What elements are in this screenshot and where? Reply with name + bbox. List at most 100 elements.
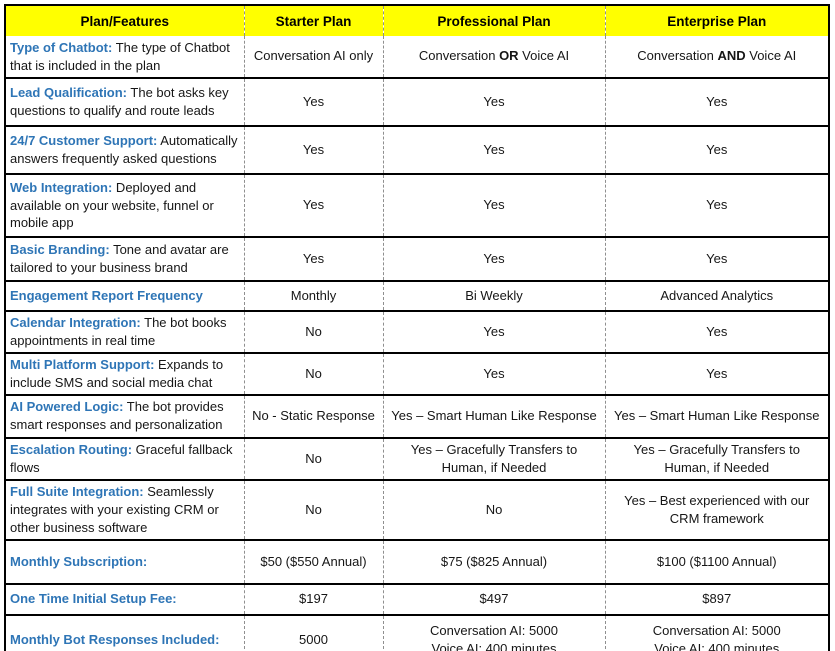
enterprise-value: $897 — [604, 583, 829, 615]
feature-label: Multi Platform Support: — [10, 356, 155, 372]
enterprise-value: Yes — [604, 78, 829, 126]
starter-value: 5000 — [243, 614, 383, 651]
feature-desc: Expands to include SMS and social media … — [10, 356, 224, 390]
professional-value: $75 ($825 Annual) — [382, 539, 605, 584]
enterprise-value: Yes — [604, 237, 829, 281]
feature-label: Monthly Subscription: — [10, 553, 148, 569]
feature-desc: The type of Chatbot that is included in … — [10, 39, 230, 73]
professional-value: Bi Weekly — [382, 281, 605, 311]
plan-comparison-table: Plan/Features Starter Plan Professional … — [4, 4, 830, 651]
feature-label: 24/7 Customer Support: — [10, 133, 158, 149]
header-cell-enterprise: Enterprise Plan — [604, 5, 829, 36]
feature-label: Type of Chatbot: — [10, 39, 113, 55]
header-row: Plan/Features Starter Plan Professional … — [5, 5, 829, 36]
starter-value: Yes — [243, 78, 383, 126]
feature-cell: Escalation Routing: Graceful fallback fl… — [5, 438, 244, 480]
table-row-escalation-routing: Escalation Routing: Graceful fallback fl… — [5, 437, 829, 481]
feature-label: One Time Initial Setup Fee: — [10, 591, 177, 607]
enterprise-value: Yes — [604, 174, 829, 237]
starter-value: Yes — [243, 126, 383, 174]
enterprise-value: Yes – Best experienced with our CRM frame… — [604, 480, 829, 540]
table-row-web-integration: Web Integration: Deployed and available … — [5, 174, 829, 237]
professional-value: Yes — [382, 352, 605, 395]
table-row-monthly-subscription: Monthly Subscription: $50 ($550 Annual) … — [5, 539, 829, 584]
feature-desc: Tone and avatar are tailored to your bus… — [10, 242, 229, 275]
enterprise-value: Yes – Gracefully Transfers to Human, if N… — [604, 437, 829, 481]
table-row-engagement-report: Engagement Report Frequency Monthly Bi W… — [5, 281, 829, 311]
feature-cell: AI Powered Logic: The bot provides smart… — [5, 395, 244, 438]
professional-value: Yes – Smart Human Like Response — [382, 394, 605, 438]
feature-desc: The bot provides smart responses and per… — [10, 399, 224, 433]
feature-cell: Multi Platform Support: Expands to inclu… — [5, 353, 244, 395]
feature-desc: The bot asks key questions to qualify an… — [10, 85, 229, 118]
feature-desc: Deployed and available on your website, … — [10, 179, 214, 231]
table-row-full-suite-integration: Full Suite Integration: Seamlessly integ… — [5, 480, 829, 540]
feature-cell: Type of Chatbot: The type of Chatbot tha… — [5, 36, 244, 78]
starter-value: No — [243, 311, 383, 353]
enterprise-value: Advanced Analytics — [604, 281, 829, 311]
table-row-customer-support: 24/7 Customer Support: Automatically ans… — [5, 126, 829, 174]
feature-label: Basic Branding: — [10, 242, 110, 258]
starter-value: No — [243, 352, 383, 395]
enterprise-value: Yes — [604, 126, 829, 174]
feature-desc: The bot books appointments in real time — [10, 315, 227, 348]
enterprise-value: Conversation AI: 5000 Voice AI: 400 minut… — [604, 614, 829, 651]
professional-value: Yes — [382, 237, 605, 281]
feature-cell: Engagement Report Frequency — [5, 281, 244, 311]
enterprise-value: Yes — [604, 311, 829, 353]
table-row-calendar-integration: Calendar Integration: The bot books appo… — [5, 311, 829, 353]
feature-label: AI Powered Logic: — [10, 399, 124, 415]
enterprise-value: Conversation AND Voice AI — [604, 36, 829, 78]
feature-cell: One Time Initial Setup Fee: — [5, 584, 244, 615]
starter-value: Conversation AI only — [243, 36, 383, 78]
feature-desc: Seamlessly integrates with your existing… — [10, 484, 219, 535]
header-cell-features: Plan/Features — [5, 5, 244, 36]
feature-cell: 24/7 Customer Support: Automatically ans… — [5, 126, 244, 174]
table-row-basic-branding: Basic Branding: Tone and avatar are tail… — [5, 237, 829, 281]
feature-desc: Automatically answers frequently asked q… — [10, 133, 238, 166]
feature-label: Full Suite Integration: — [10, 484, 144, 500]
starter-value: $50 ($550 Annual) — [243, 539, 383, 584]
starter-value: No — [243, 480, 383, 540]
feature-label: Calendar Integration: — [10, 315, 141, 330]
header-cell-professional: Professional Plan — [382, 5, 605, 36]
feature-label: Web Integration: — [10, 179, 113, 195]
feature-label: Monthly Bot Responses Included: — [10, 631, 220, 647]
header-cell-starter: Starter Plan — [243, 5, 383, 36]
table-row-multi-platform: Multi Platform Support: Expands to inclu… — [5, 352, 829, 395]
starter-value: No — [243, 437, 383, 481]
professional-value: $497 — [382, 583, 605, 615]
starter-value: Yes — [243, 237, 383, 281]
feature-cell: Monthly Bot Responses Included: — [5, 615, 244, 651]
enterprise-value: $100 ($1100 Annual) — [604, 539, 829, 584]
table-row-setup-fee: One Time Initial Setup Fee: $197 $497 $8… — [5, 583, 829, 615]
professional-value: Conversation OR Voice AI — [382, 36, 605, 78]
professional-value: Yes — [382, 174, 605, 237]
feature-desc: Graceful fallback flows — [10, 442, 233, 475]
professional-value: Yes – Gracefully Transfers to Human, if N… — [382, 437, 605, 481]
starter-value: Yes — [243, 174, 383, 237]
table-row-type-of-chatbot: Type of Chatbot: The type of Chatbot tha… — [5, 36, 829, 78]
table-row-ai-powered-logic: AI Powered Logic: The bot provides smart… — [5, 394, 829, 438]
professional-value: Yes — [382, 126, 605, 174]
feature-cell: Basic Branding: Tone and avatar are tail… — [5, 237, 244, 281]
feature-label: Escalation Routing: — [10, 442, 133, 457]
feature-cell: Lead Qualification: The bot asks key que… — [5, 78, 244, 126]
table-row-bot-responses: Monthly Bot Responses Included: 5000 Con… — [5, 614, 829, 651]
feature-label: Lead Qualification: — [10, 85, 128, 101]
professional-value: Yes — [382, 311, 605, 353]
feature-cell: Full Suite Integration: Seamlessly integ… — [5, 480, 244, 540]
feature-cell: Monthly Subscription: — [5, 540, 244, 584]
enterprise-value: Yes — [604, 352, 829, 395]
starter-value: Monthly — [243, 281, 383, 311]
professional-value: No — [382, 480, 605, 540]
feature-label: Engagement Report Frequency — [10, 288, 203, 304]
starter-value: No - Static Response — [243, 394, 383, 438]
feature-cell: Web Integration: Deployed and available … — [5, 174, 244, 237]
professional-value: Conversation AI: 5000 Voice AI: 400 minut… — [382, 614, 605, 651]
enterprise-value: Yes – Smart Human Like Response — [604, 394, 829, 438]
table-row-lead-qualification: Lead Qualification: The bot asks key que… — [5, 78, 829, 126]
professional-value: Yes — [382, 78, 605, 126]
feature-cell: Calendar Integration: The bot books appo… — [5, 311, 244, 353]
